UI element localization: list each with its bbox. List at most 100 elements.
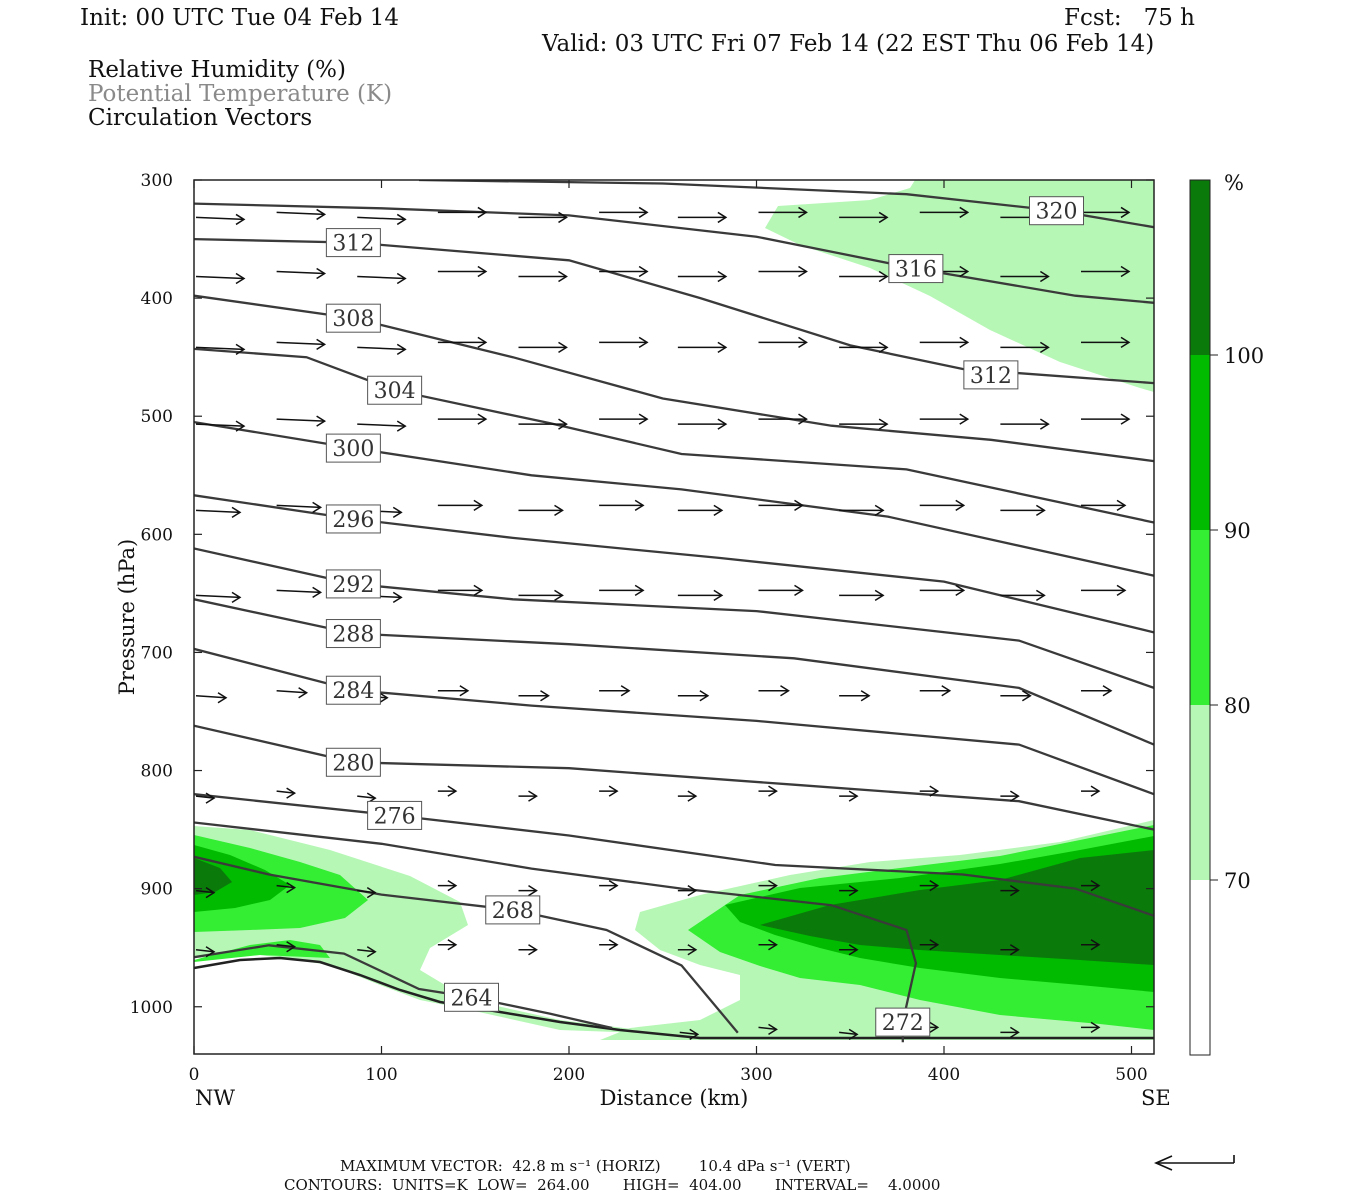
circulation-vector	[758, 413, 808, 425]
svg-text:316: 316	[895, 258, 937, 283]
circulation-vector	[599, 785, 619, 797]
colorbar-tick-label: 80	[1224, 694, 1251, 718]
circulation-vector	[919, 880, 940, 892]
circulation-vector	[1081, 206, 1131, 219]
circulation-vector	[518, 690, 550, 702]
svg-text:312: 312	[970, 364, 1012, 389]
svg-text:268: 268	[492, 899, 534, 924]
circulation-vector	[599, 499, 645, 511]
circulation-vector	[677, 341, 728, 353]
circulation-vector	[195, 792, 216, 804]
circulation-vector	[758, 1023, 778, 1036]
circulation-vector	[1081, 785, 1101, 797]
circulation-vector	[437, 499, 484, 511]
circulation-vector	[276, 586, 323, 599]
circulation-vector	[357, 213, 407, 226]
circulation-vector	[758, 785, 778, 797]
circulation-vector	[1000, 790, 1020, 802]
circulation-vector	[677, 270, 728, 283]
circulation-vector	[758, 206, 808, 219]
circulation-vector	[599, 206, 649, 219]
y-tick-label: 900	[141, 880, 173, 900]
svg-text:284: 284	[332, 679, 374, 704]
svg-text:300: 300	[332, 437, 374, 462]
x-axis: 0 100 200 300 400 500	[189, 180, 1148, 1085]
circulation-vector	[195, 272, 246, 285]
circulation-vector	[839, 418, 889, 430]
colorbar-segment	[1190, 880, 1210, 1055]
circulation-vector	[1000, 504, 1046, 516]
circulation-vector	[919, 939, 940, 951]
circulation-vector	[195, 213, 246, 226]
circulation-vector	[839, 790, 859, 802]
circulation-vector	[919, 336, 970, 348]
circulation-vector	[276, 501, 323, 513]
theta-contour-316	[194, 202, 1154, 304]
contour-label-312: 312	[963, 360, 1019, 390]
circulation-vector	[437, 685, 470, 697]
circulation-vector	[357, 887, 377, 899]
legend-circulation-vectors: Circulation Vectors	[88, 105, 313, 131]
circulation-vector	[839, 690, 871, 702]
circulation-vector	[679, 1028, 700, 1041]
circulation-vector	[758, 584, 804, 597]
circulation-vector	[839, 211, 889, 224]
circulation-vector	[599, 265, 649, 278]
rh-70-region-upper	[765, 180, 1154, 392]
svg-text:292: 292	[332, 573, 374, 598]
colorbar-segment	[1190, 355, 1210, 530]
y-tick-label: 700	[141, 643, 173, 663]
rh-100-region-right	[760, 850, 1154, 965]
circulation-vector	[677, 885, 698, 897]
circulation-vector	[1000, 418, 1050, 430]
circulation-vector	[677, 589, 724, 602]
circulation-vector	[677, 418, 728, 430]
circulation-vector	[518, 589, 564, 602]
circulation-vector	[518, 211, 568, 224]
x-tick-label: 400	[928, 1065, 960, 1085]
circulation-vector	[1081, 336, 1131, 348]
circulation-vector	[919, 584, 966, 597]
circulation-vector	[839, 944, 859, 956]
circulation-vector	[357, 343, 407, 355]
svg-text:308: 308	[332, 307, 374, 332]
circulation-vector	[758, 939, 778, 951]
circulation-vector	[599, 685, 631, 697]
svg-text:312: 312	[332, 232, 374, 257]
circulation-vector	[518, 944, 538, 956]
y-tick-label: 500	[141, 407, 173, 427]
circulation-vector	[437, 336, 488, 348]
circulation-vector	[839, 504, 885, 516]
theta-contour-272	[194, 821, 918, 1043]
colorbar-tick-label: 70	[1224, 869, 1251, 893]
circulation-vector	[357, 272, 407, 285]
theta-contour-304	[194, 347, 1154, 524]
circulation-vector	[195, 887, 216, 899]
circulation-vector	[195, 591, 242, 604]
circulation-vector	[276, 415, 327, 427]
circulation-vector	[677, 504, 724, 516]
circulation-vector	[195, 343, 246, 355]
relative-humidity-shading	[194, 180, 1154, 1040]
circulation-vector	[758, 880, 778, 892]
contour-label-268: 268	[485, 895, 541, 925]
contour-label-284: 284	[325, 675, 381, 705]
contour-label-308: 308	[325, 303, 381, 333]
x-tick-label: 500	[1115, 1065, 1147, 1085]
circulation-vector	[276, 882, 297, 894]
circulation-vector	[518, 341, 568, 353]
circulation-vector	[1000, 1026, 1020, 1039]
x-tick-label: 0	[189, 1065, 200, 1085]
circulation-vector	[677, 944, 698, 956]
svg-text:304: 304	[374, 379, 416, 404]
contour-label-264: 264	[444, 982, 499, 1012]
circulation-vector	[919, 413, 970, 425]
circulation-vector	[1000, 944, 1020, 956]
circulation-vector	[599, 413, 649, 425]
x-right-end-label: SE	[1141, 1086, 1171, 1110]
svg-text:264: 264	[451, 986, 493, 1011]
legend-potential-temperature: Potential Temperature (K)	[88, 81, 393, 107]
circulation-vector	[195, 506, 242, 518]
theta-contour-320	[418, 180, 1154, 229]
